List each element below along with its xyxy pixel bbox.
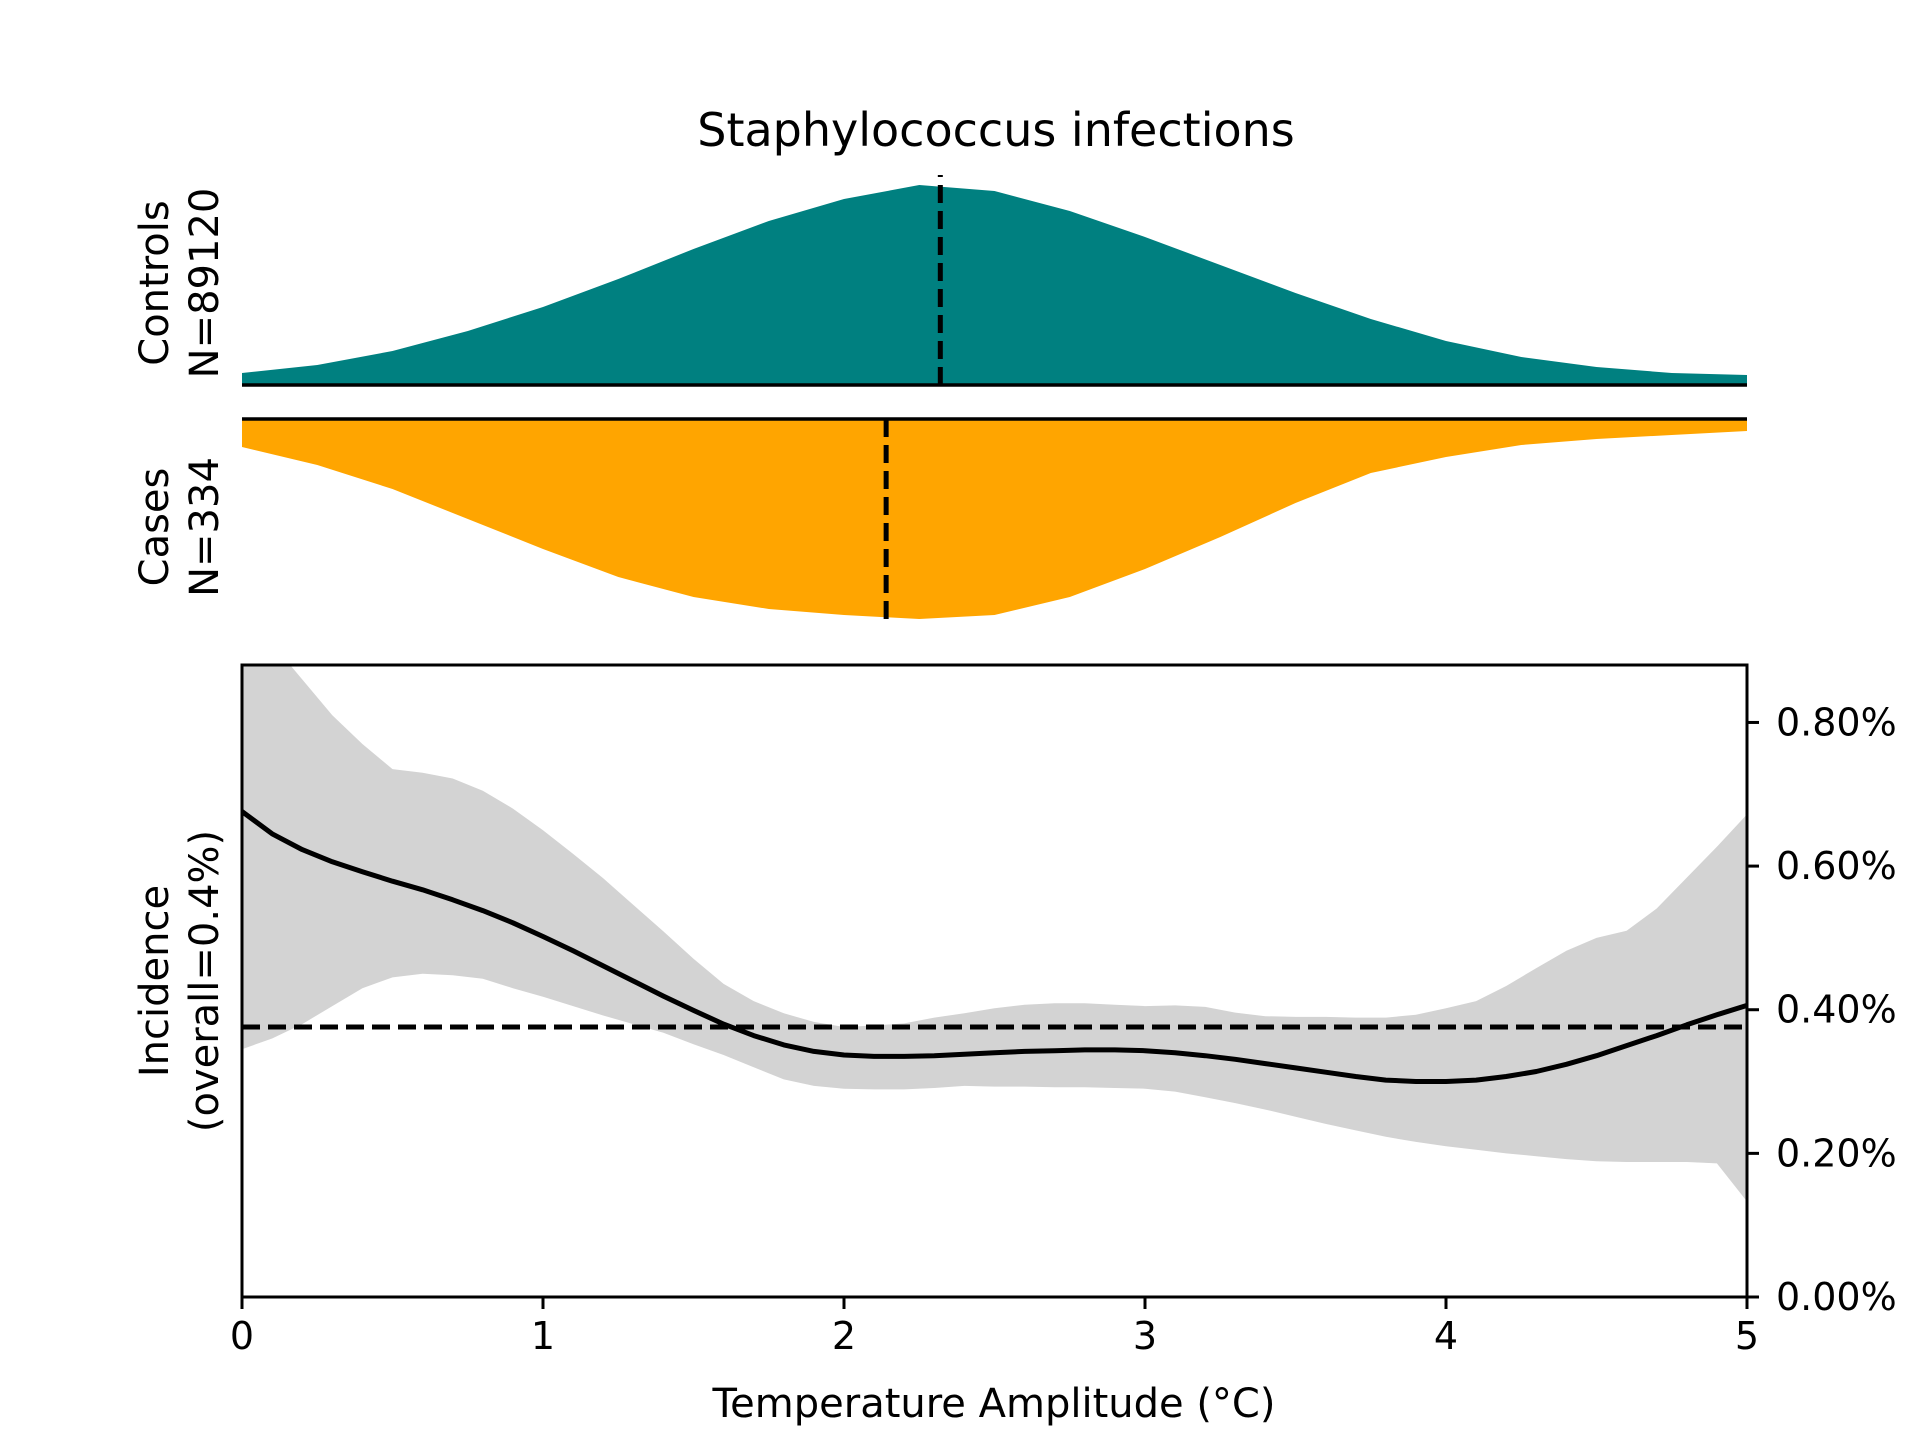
incidence-label-line1: Incidence xyxy=(132,885,178,1077)
y-tick-label: 0.00% xyxy=(1776,1275,1897,1319)
x-tick-label: 0 xyxy=(230,1314,254,1358)
x-axis: 0 1 2 3 4 5 xyxy=(230,1297,1759,1358)
x-tick-label: 3 xyxy=(1133,1314,1157,1358)
x-tick-label: 2 xyxy=(832,1314,856,1358)
plot-frame xyxy=(240,663,1749,1299)
y-tick-label: 0.80% xyxy=(1776,700,1897,744)
controls-density-area xyxy=(242,185,1747,385)
controls-label-line2: N=89120 xyxy=(182,188,228,379)
cases-density-area xyxy=(242,419,1747,619)
incidence-panel: 0 1 2 3 4 5 0.00% 0.20% 0.40% 0.60% 0.80% Tempera… xyxy=(132,663,1897,1427)
cases-panel: Cases N=334 xyxy=(132,417,1747,627)
x-tick-label: 5 xyxy=(1735,1314,1759,1358)
incidence-label-line2: (overall=0.4%) xyxy=(182,830,228,1132)
y-tick-label: 0.60% xyxy=(1776,844,1897,888)
cases-label-line1: Cases xyxy=(132,468,178,587)
cases-label-line2: N=334 xyxy=(182,457,228,597)
controls-label-line1: Controls xyxy=(132,200,178,365)
y-tick-label: 0.20% xyxy=(1776,1131,1897,1175)
y-tick-label: 0.40% xyxy=(1776,988,1897,1032)
controls-panel: Controls N=89120 xyxy=(132,175,1747,387)
x-tick-label: 1 xyxy=(531,1314,555,1358)
chart-title: Staphylococcus infections xyxy=(697,103,1294,157)
x-axis-label: Temperature Amplitude (°C) xyxy=(712,1381,1276,1427)
confidence-band xyxy=(242,665,1747,1202)
y-axis-right: 0.00% 0.20% 0.40% 0.60% 0.80% xyxy=(1747,700,1897,1319)
incidence-line xyxy=(242,809,1747,1084)
x-tick-label: 4 xyxy=(1434,1314,1458,1358)
